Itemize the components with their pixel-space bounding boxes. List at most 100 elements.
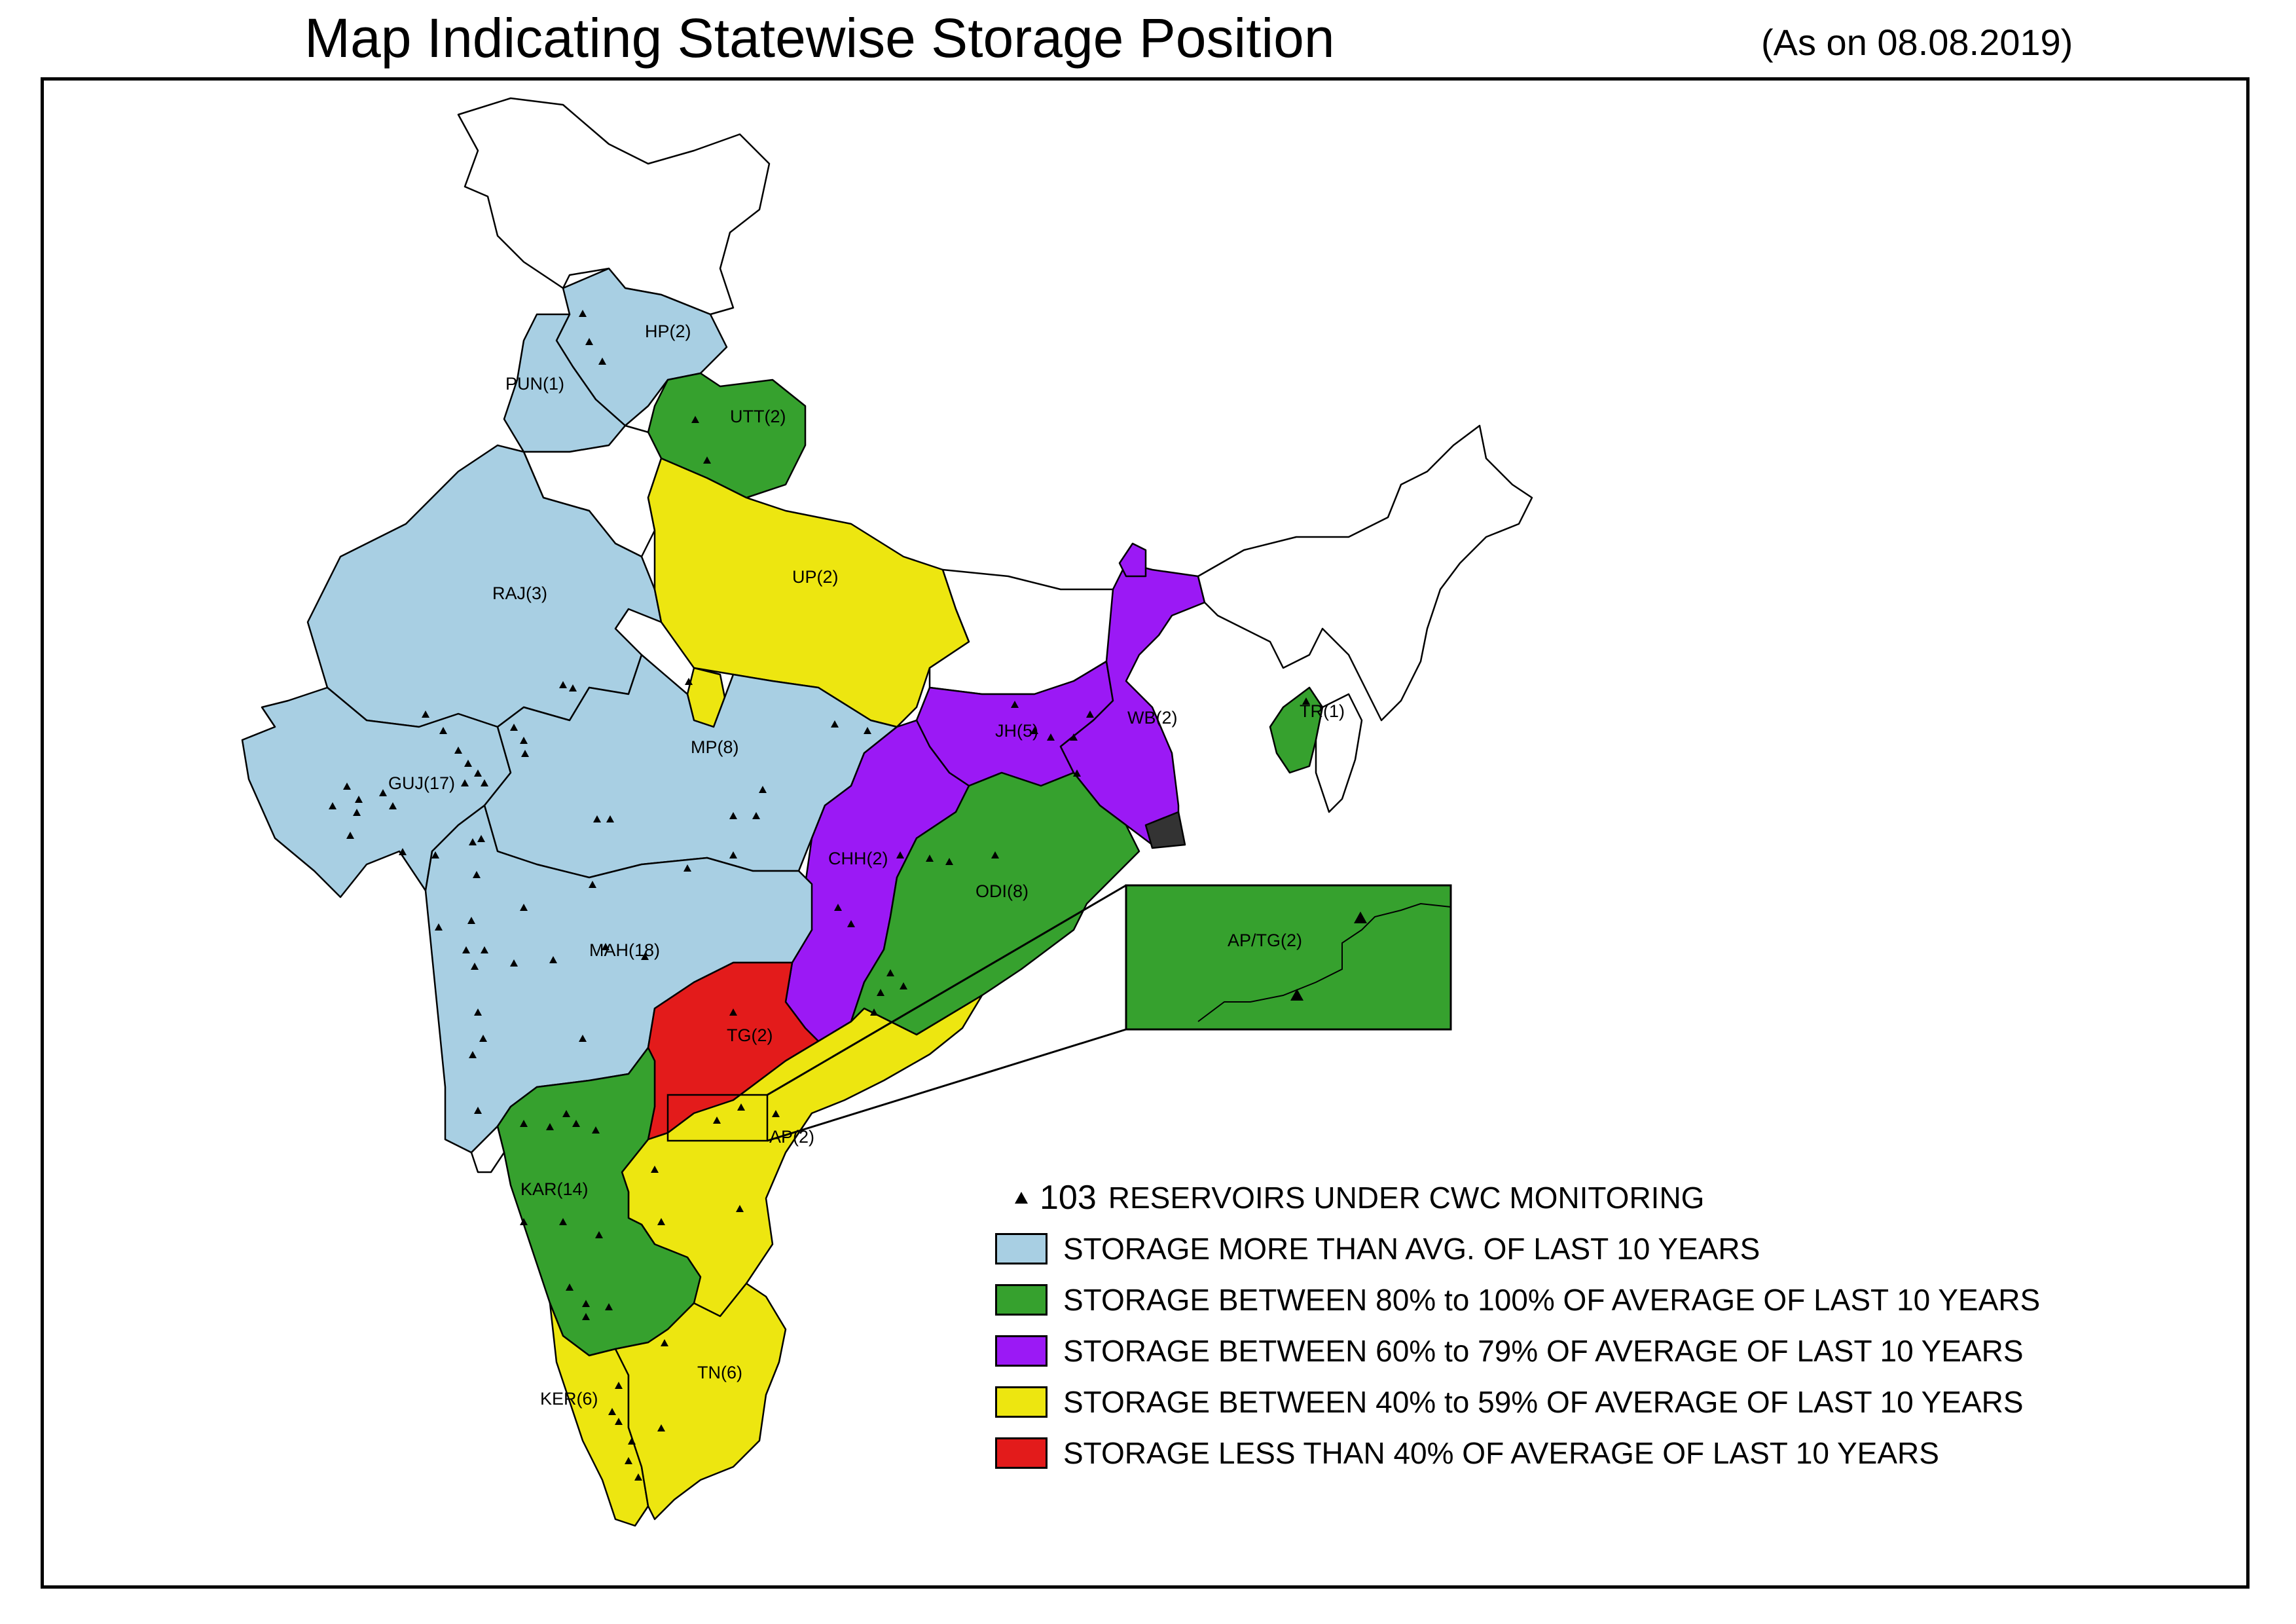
reservoir-marker xyxy=(520,1120,528,1127)
reservoir-marker xyxy=(593,815,601,822)
reservoir-marker xyxy=(389,802,397,809)
reservoir-count: 103 xyxy=(1040,1179,1097,1217)
inset-panel xyxy=(1125,884,1452,1031)
reservoir-marker xyxy=(379,789,387,796)
legend-text: STORAGE BETWEEN 80% to 100% OF AVERAGE O… xyxy=(1063,1283,2041,1317)
state-label: MP(8) xyxy=(691,737,739,757)
map-title: Map Indicating Statewise Storage Positio… xyxy=(304,7,1335,69)
reservoir-marker xyxy=(469,838,477,845)
reservoir-marker xyxy=(431,851,439,858)
inset-leader-top xyxy=(767,884,1127,1096)
reservoir-marker xyxy=(641,953,649,960)
reservoir-marker xyxy=(595,1231,603,1238)
inset-label: AP/TG(2) xyxy=(1228,931,1302,950)
reservoir-marker xyxy=(473,871,481,878)
reservoir-marker xyxy=(572,1120,580,1127)
legend-swatch xyxy=(995,1386,1048,1418)
reservoir-marker xyxy=(1302,697,1310,705)
reservoir-marker xyxy=(521,750,529,757)
state-label: JH(5) xyxy=(995,721,1038,741)
reservoir-marker xyxy=(759,786,767,793)
reservoir-marker xyxy=(703,456,711,464)
date-note: (As on 08.08.2019) xyxy=(1761,22,2073,63)
state-tr xyxy=(1269,686,1324,774)
reservoir-marker xyxy=(685,678,693,685)
reservoir-marker xyxy=(598,358,606,365)
reservoir-marker xyxy=(435,923,443,931)
reservoir-marker xyxy=(1073,769,1081,777)
state-label: AP(2) xyxy=(769,1127,814,1147)
reservoir-marker xyxy=(877,989,884,996)
legend-text: STORAGE LESS THAN 40% OF AVERAGE OF LAST… xyxy=(1063,1436,1939,1470)
inset-leader-bottom xyxy=(767,1028,1127,1142)
reservoir-marker xyxy=(945,858,953,865)
state-label: CHH(2) xyxy=(828,849,888,868)
reservoir-marker xyxy=(355,796,363,803)
legend-text: STORAGE MORE THAN AVG. OF LAST 10 YEARS xyxy=(1063,1232,1760,1266)
reservoir-marker xyxy=(831,720,839,728)
state-kar xyxy=(496,1046,702,1357)
reservoir-marker xyxy=(346,832,354,839)
reservoir-marker xyxy=(896,851,904,858)
reservoir-marker xyxy=(510,959,518,967)
reservoir-marker xyxy=(520,737,528,744)
state-label: KER(6) xyxy=(540,1389,598,1409)
reservoir-marker xyxy=(520,904,528,911)
legend-text: STORAGE BETWEEN 40% to 59% OF AVERAGE OF… xyxy=(1063,1385,2024,1419)
reservoir-marker xyxy=(582,1300,590,1307)
reservoir-marker xyxy=(329,802,337,809)
reservoir-marker xyxy=(454,747,462,754)
reservoir-marker xyxy=(559,1218,567,1225)
reservoir-marker xyxy=(520,1218,528,1225)
state-northeast xyxy=(1197,424,1533,722)
reservoir-marker xyxy=(691,416,699,423)
reservoir-marker xyxy=(562,1110,570,1117)
legend-swatch xyxy=(995,1437,1048,1469)
reservoir-marker xyxy=(510,724,518,731)
reservoir-marker xyxy=(481,779,488,786)
reservoir-marker xyxy=(608,1408,616,1415)
reservoir-marker xyxy=(1086,710,1094,718)
reservoir-marker xyxy=(579,1035,587,1042)
legend-swatch xyxy=(995,1233,1048,1264)
reservoir-marker xyxy=(736,1205,744,1212)
reservoir-marker xyxy=(569,684,577,692)
state-label: MAH(18) xyxy=(589,940,660,960)
reservoir-marker xyxy=(461,779,469,786)
reservoir-marker xyxy=(467,917,475,924)
state-label: TN(6) xyxy=(697,1363,742,1382)
reservoir-text: RESERVOIRS UNDER CWC MONITORING xyxy=(1108,1181,1705,1215)
reservoir-marker xyxy=(589,881,596,888)
reservoir-marker xyxy=(579,310,587,317)
reservoir-marker xyxy=(657,1218,665,1225)
reservoir-marker xyxy=(657,1424,665,1431)
inset-river xyxy=(1197,902,1451,1022)
state-label: PUN(1) xyxy=(505,374,564,394)
reservoir-marker xyxy=(343,783,351,790)
reservoir-marker xyxy=(471,963,479,970)
legend-item: STORAGE BETWEEN 40% to 59% OF AVERAGE OF… xyxy=(995,1376,2040,1428)
inset-source-box xyxy=(666,1094,769,1142)
reservoir-marker xyxy=(864,727,871,734)
reservoir-marker xyxy=(991,851,999,858)
reservoir-marker xyxy=(605,1303,613,1310)
reservoir-marker xyxy=(713,1116,721,1124)
reservoir-marker xyxy=(900,982,907,989)
reservoir-marker xyxy=(1011,701,1019,708)
reservoir-markers xyxy=(329,310,1310,1481)
reservoir-marker xyxy=(474,1107,482,1114)
reservoir-marker xyxy=(1030,727,1038,734)
reservoir-marker xyxy=(399,848,407,855)
legend-reservoir-row: 103 RESERVOIRS UNDER CWC MONITORING xyxy=(995,1172,2040,1223)
state-label: TG(2) xyxy=(727,1025,773,1045)
legend-item: STORAGE MORE THAN AVG. OF LAST 10 YEARS xyxy=(995,1223,2040,1274)
state-label: TR(1) xyxy=(1300,701,1345,721)
reservoir-marker xyxy=(870,1008,878,1016)
reservoir-marker xyxy=(752,812,760,819)
state-guj xyxy=(241,686,512,898)
legend-text: STORAGE BETWEEN 60% to 79% OF AVERAGE OF… xyxy=(1063,1334,2024,1368)
reservoir-marker xyxy=(606,815,614,822)
delta xyxy=(1144,811,1186,849)
state-label: RAJ(3) xyxy=(492,583,547,603)
